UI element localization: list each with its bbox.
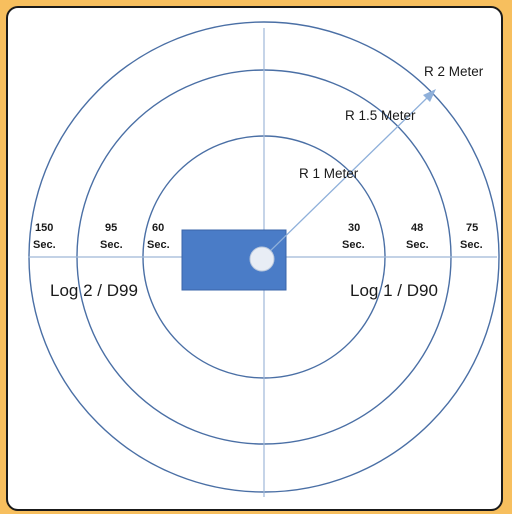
time-right-75-unit: Sec. bbox=[460, 239, 483, 251]
label-r2: R 2 Meter bbox=[424, 64, 484, 79]
time-left-95: 95 bbox=[105, 222, 117, 234]
time-left-150-unit: Sec. bbox=[33, 239, 56, 251]
time-left-150: 150 bbox=[35, 222, 53, 234]
label-r1-5: R 1.5 Meter bbox=[345, 108, 416, 123]
radius-arrow-line bbox=[263, 94, 431, 258]
log-label-right: Log 1 / D90 bbox=[350, 281, 438, 300]
time-right-30-unit: Sec. bbox=[342, 239, 365, 251]
time-right-48-unit: Sec. bbox=[406, 239, 429, 251]
time-right-48: 48 bbox=[411, 222, 423, 234]
label-r1: R 1 Meter bbox=[299, 166, 359, 181]
time-left-60-unit: Sec. bbox=[147, 239, 170, 251]
time-right-30: 30 bbox=[348, 222, 360, 234]
radius-arrow-head bbox=[423, 89, 436, 102]
time-left-95-unit: Sec. bbox=[100, 239, 123, 251]
time-left-60: 60 bbox=[152, 222, 164, 234]
time-right-75: 75 bbox=[466, 222, 478, 234]
log-label-left: Log 2 / D99 bbox=[50, 281, 138, 300]
center-marker bbox=[249, 246, 275, 272]
